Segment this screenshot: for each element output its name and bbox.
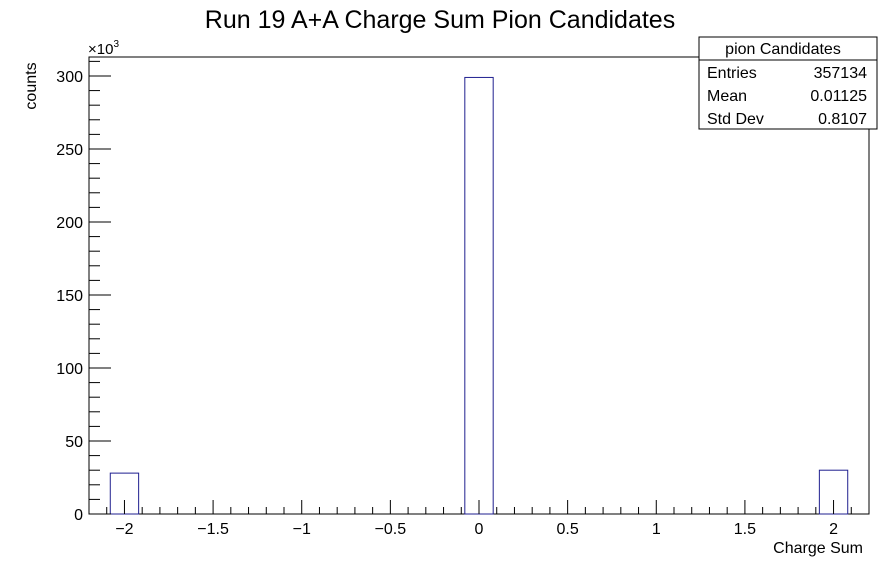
x-tick-label: 0.5: [557, 521, 579, 538]
y-tick-label: 0: [74, 507, 83, 524]
y-tick-label: 200: [56, 215, 83, 232]
x-tick-label: 1.5: [734, 521, 756, 538]
stats-box: pion Candidates Entries 357134 Mean 0.01…: [698, 36, 878, 130]
x-tick-label: 2: [829, 521, 838, 538]
x-tick-label: −1: [293, 521, 311, 538]
stats-stddev-value: 0.8107: [818, 111, 867, 128]
stats-entries-value: 357134: [814, 65, 867, 82]
stats-box-title: pion Candidates: [725, 41, 841, 58]
y-axis-title: counts: [23, 62, 40, 109]
y-tick-label: 150: [56, 288, 83, 305]
stats-stddev-label: Std Dev: [707, 111, 764, 128]
x-tick-label: 1: [652, 521, 661, 538]
histogram-bar: [464, 76, 494, 515]
stats-mean-value: 0.01125: [810, 88, 867, 105]
x-tick-label: −2: [115, 521, 133, 538]
x-tick-label: 0: [475, 521, 484, 538]
y-tick-label: 250: [56, 142, 83, 159]
x-tick-label: −0.5: [375, 521, 407, 538]
stats-box-frame: [698, 36, 878, 130]
y-tick-label: 100: [56, 361, 83, 378]
y-tick-label: 50: [65, 434, 83, 451]
x-axis-title: Charge Sum: [773, 540, 863, 557]
x-tick-label: −1.5: [197, 521, 229, 538]
stats-mean-label: Mean: [707, 88, 747, 105]
chart-title: Run 19 A+A Charge Sum Pion Candidates: [205, 6, 675, 34]
y-multiplier: ×103: [88, 39, 119, 58]
y-tick-label: 300: [56, 69, 83, 86]
stats-entries-label: Entries: [707, 65, 757, 82]
